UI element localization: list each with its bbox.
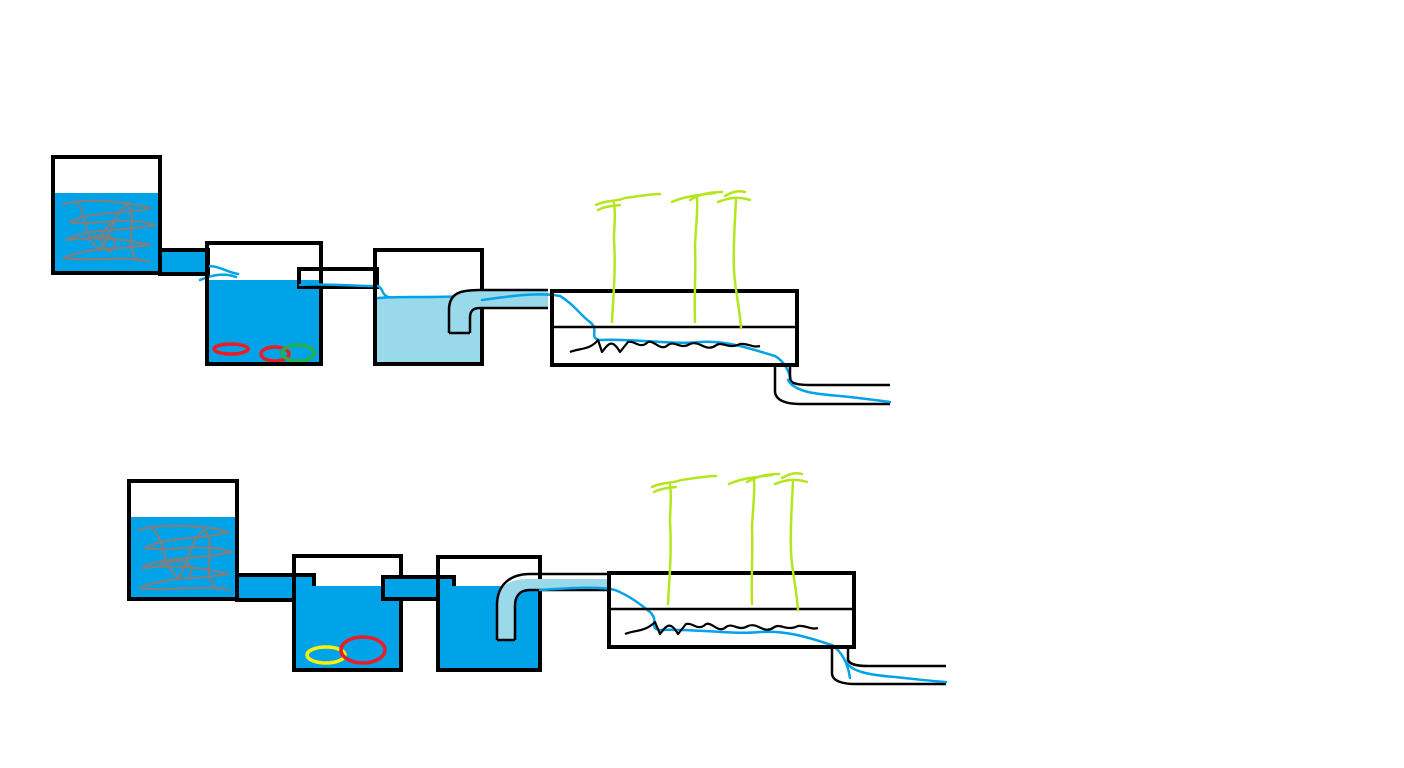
top-settling-tank (373, 248, 548, 366)
bottom-gravel-scribble (624, 620, 819, 636)
bottom-ring-tank-outline (292, 554, 403, 672)
bottom-outlet-pipe-outline (495, 572, 608, 642)
top-source-tank (51, 155, 162, 275)
top-outflow-drain (773, 365, 892, 406)
top-inflow-stream (198, 264, 240, 282)
top-drain-outline (773, 365, 890, 406)
top-gravel-scribble (569, 338, 761, 354)
top-outlet-pipe (449, 290, 548, 333)
bottom-outflow-drain (830, 647, 948, 686)
top-pipe-2-stream (298, 283, 394, 300)
bottom-settling-tank-water (439, 586, 540, 670)
bottom-plant-3 (773, 471, 809, 612)
bottom-plant-2 (727, 472, 781, 606)
bottom-source-tank (127, 479, 239, 601)
bottom-settling-tank-outline (436, 555, 542, 672)
top-ring-tank (198, 241, 323, 366)
bottom-plant-bed (538, 571, 856, 680)
bottom-bed-stream (538, 586, 852, 680)
top-plant-bed (480, 289, 799, 387)
bottom-outlet-pipe (497, 579, 608, 640)
bottom-plant-1 (650, 474, 718, 606)
top-ring-green (280, 343, 316, 363)
bottom-drain-stream (844, 660, 948, 684)
top-plant-2 (670, 190, 724, 324)
top-plant-1 (594, 192, 662, 324)
top-plants (594, 189, 752, 330)
bottom-settling-tank (436, 555, 608, 672)
top-ring-red-2 (259, 345, 291, 363)
top-source-tank-outline (51, 155, 162, 275)
top-outlet-pipe-outline (447, 288, 548, 335)
top-ring-tank-outline (205, 241, 323, 366)
bottom-plants (650, 471, 809, 612)
top-drain-stream (786, 378, 892, 404)
bottom-debris-scribble (137, 524, 234, 592)
top-ring-red-1 (212, 342, 250, 356)
top-debris-scribble (61, 199, 157, 264)
bottom-source-tank-outline (127, 479, 239, 601)
system-bottom (127, 471, 948, 686)
system-top (51, 155, 892, 406)
bottom-ring-red (339, 635, 387, 665)
top-pipe-1 (160, 250, 208, 274)
top-plant-bed-outline (550, 289, 799, 367)
bottom-plant-bed-outline (607, 571, 856, 649)
bottom-ring-yellow (305, 645, 347, 665)
top-plant-3 (716, 189, 752, 330)
bottom-drain-outline (830, 647, 946, 686)
top-bed-stream (480, 293, 794, 387)
